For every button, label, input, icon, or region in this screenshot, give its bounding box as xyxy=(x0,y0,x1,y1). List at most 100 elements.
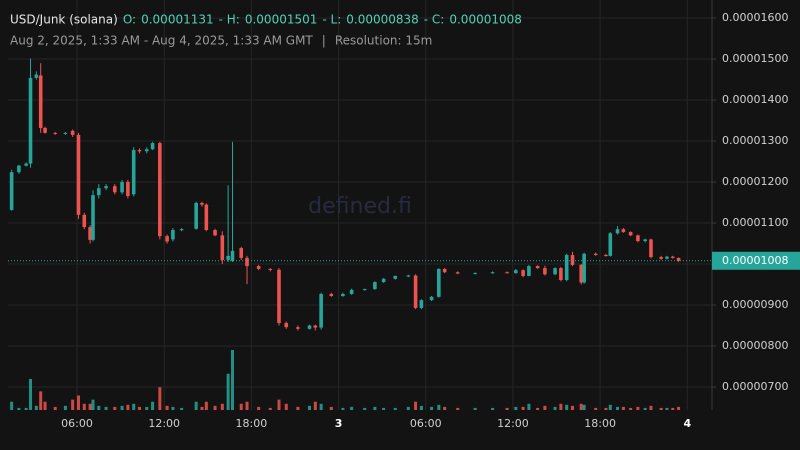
volume-bar xyxy=(393,407,397,410)
volume-bar xyxy=(43,401,47,410)
volume-bar xyxy=(268,407,272,410)
volume-bar xyxy=(171,406,175,410)
y-tick-label: 0.00001300 xyxy=(722,134,788,147)
ohlc-value: 0.00001131 xyxy=(141,13,214,27)
candle-body xyxy=(665,256,669,259)
candle-body xyxy=(313,325,318,328)
volume-bar xyxy=(443,406,447,410)
candle-body xyxy=(120,182,124,193)
volume-bar xyxy=(521,406,525,410)
candle-body xyxy=(112,186,117,193)
candle-body xyxy=(521,270,525,276)
candle-body xyxy=(676,257,681,261)
x-tick-label: 12:00 xyxy=(148,417,180,430)
ohlc-value: 0.00001008 xyxy=(449,13,522,27)
volume-bar xyxy=(350,406,354,410)
volume-bar xyxy=(10,401,14,410)
volume-bar xyxy=(132,403,136,410)
candle-body xyxy=(473,273,477,275)
candle-body xyxy=(559,268,563,281)
volume-bar xyxy=(71,399,75,410)
watermark: defined.fi xyxy=(308,194,412,219)
candle-body xyxy=(514,270,518,274)
y-tick-label: 0.00001100 xyxy=(722,216,788,229)
volume-bar xyxy=(180,407,184,410)
y-tick-label: 0.00000900 xyxy=(722,298,788,311)
candle-body xyxy=(564,255,569,281)
candle-body xyxy=(17,165,21,173)
volume-bar xyxy=(53,406,57,410)
volume-bar xyxy=(226,373,230,410)
candle-body xyxy=(419,300,424,308)
candle-body xyxy=(88,227,92,240)
volume-bar xyxy=(649,405,653,410)
volume-bar xyxy=(63,405,67,410)
candle-body xyxy=(104,186,108,189)
title: USD/Junk (solana) xyxy=(10,13,118,27)
ohlc-label: - L: xyxy=(322,13,341,27)
candle-body xyxy=(621,229,626,233)
candle-body xyxy=(649,239,653,258)
candle-body xyxy=(604,255,608,257)
candle-body xyxy=(204,204,209,231)
volume-bar xyxy=(419,405,423,410)
candle-body xyxy=(53,132,58,134)
volume-bar xyxy=(636,406,640,410)
volume-bar xyxy=(29,378,33,410)
candle-body xyxy=(393,275,398,279)
y-tick-label: 0.00001500 xyxy=(722,52,788,65)
volume-bar xyxy=(104,406,108,410)
last-price-label: 0.00001008 xyxy=(722,254,788,267)
volume-bar xyxy=(165,405,169,410)
volume-bar xyxy=(491,407,495,410)
candle-body xyxy=(628,232,633,236)
ohlc-label: O: xyxy=(123,13,136,27)
candle-body xyxy=(670,256,675,258)
volume-bar xyxy=(151,401,155,410)
volume-bar xyxy=(659,407,663,410)
volume-bar xyxy=(213,405,217,410)
candle-body xyxy=(76,134,81,215)
volume-bar xyxy=(406,406,410,410)
candle-body xyxy=(34,74,39,78)
candle-body xyxy=(527,266,531,276)
candle-body xyxy=(329,293,334,297)
volume-bar xyxy=(671,407,675,410)
volume-bar xyxy=(284,403,288,410)
volume-bar xyxy=(277,399,281,410)
candle-body xyxy=(91,195,95,240)
candle-body xyxy=(437,268,441,297)
volume-bar xyxy=(582,404,586,410)
candle-body xyxy=(284,323,289,328)
volume-bar xyxy=(17,407,21,410)
x-tick-label: 4 xyxy=(683,417,691,430)
candle-body xyxy=(429,296,434,301)
volume-bar xyxy=(363,407,367,410)
volume-bar xyxy=(138,406,142,410)
volume-bar xyxy=(621,406,625,410)
volume-bar xyxy=(113,406,117,410)
candle-body xyxy=(659,257,663,259)
volume-bar xyxy=(239,403,243,410)
volume-bar xyxy=(559,403,563,410)
candle-body xyxy=(43,127,47,133)
candle-body xyxy=(490,272,495,274)
candle-body xyxy=(373,282,377,290)
candle-body xyxy=(171,230,175,240)
candle-body xyxy=(341,293,345,297)
candle-body xyxy=(553,268,557,275)
volume-bar xyxy=(200,406,204,410)
x-tick-label: 12:00 xyxy=(497,417,529,430)
ohlc-value: 0.00000838 xyxy=(346,13,419,27)
candle-body xyxy=(296,327,300,329)
x-tick-label: 18:00 xyxy=(236,417,268,430)
volume-bar xyxy=(616,406,620,410)
volume-bar xyxy=(230,350,234,410)
volume-bar xyxy=(665,407,669,410)
candle-body xyxy=(82,214,87,228)
volume-bar xyxy=(194,401,198,410)
candle-body xyxy=(349,289,354,294)
